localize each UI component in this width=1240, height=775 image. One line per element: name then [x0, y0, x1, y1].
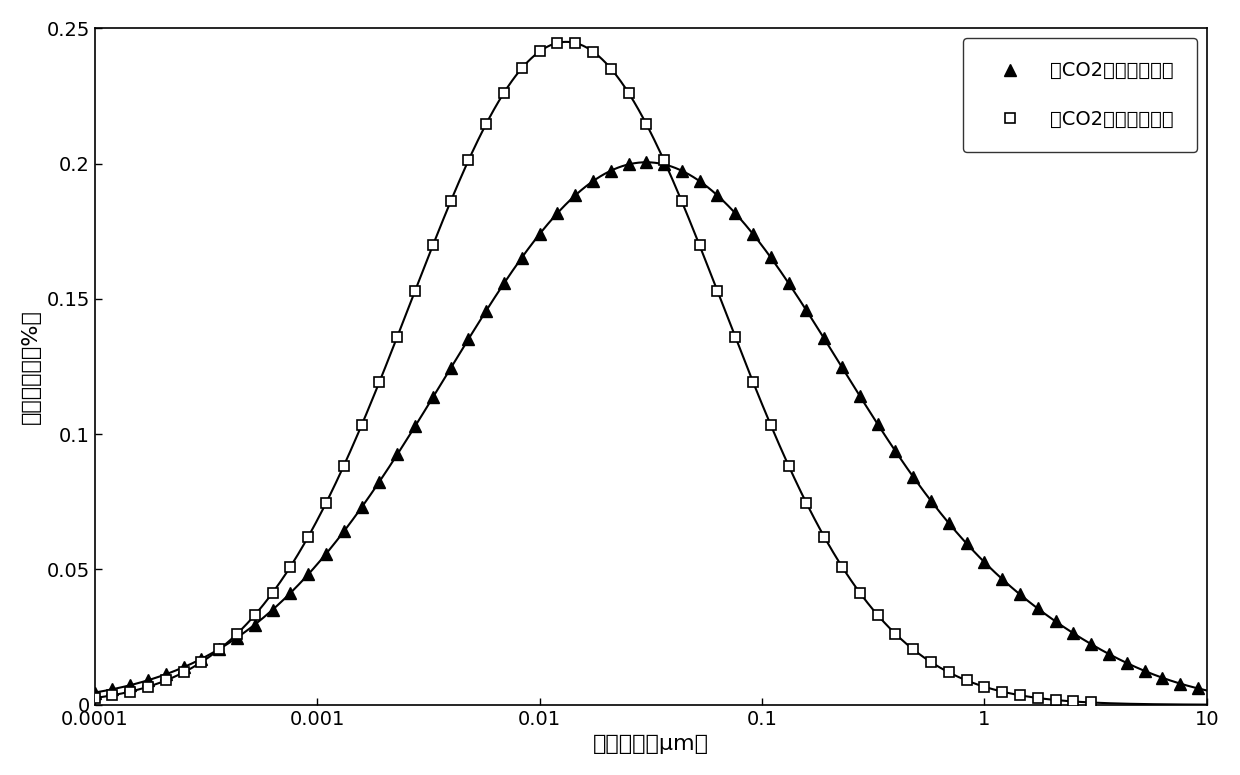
Legend: 注CO2前（离心前）, 注CO2后（离心前）: 注CO2前（离心前）, 注CO2后（离心前）: [962, 38, 1197, 152]
Line: 注CO2前（离心前）: 注CO2前（离心前）: [89, 157, 1204, 698]
注CO2后（离心前）: [140, 682, 155, 691]
注CO2后（离心前）: [123, 687, 138, 696]
注CO2后（离心前）: [87, 694, 102, 703]
注CO2后（离心前）: [355, 420, 370, 429]
注CO2前（离心前）: [87, 688, 102, 698]
注CO2后（离心前）: [551, 38, 565, 47]
Y-axis label: 孔隙度分量（%）: 孔隙度分量（%）: [21, 309, 41, 424]
Line: 注CO2后（离心前）: 注CO2后（离心前）: [89, 38, 1096, 708]
注CO2前（离心前）: [604, 166, 619, 175]
注CO2前（离心前）: [870, 419, 885, 429]
注CO2后（离心前）: [515, 64, 529, 73]
注CO2前（离心前）: [639, 157, 653, 167]
注CO2前（离心前）: [425, 393, 440, 402]
注CO2后（离心前）: [781, 461, 796, 470]
注CO2前（离心前）: [1190, 684, 1205, 693]
X-axis label: 孔喉半径（μm）: 孔喉半径（μm）: [593, 734, 709, 754]
注CO2前（离心前）: [1173, 679, 1188, 688]
注CO2后（离心前）: [1084, 698, 1099, 707]
注CO2前（离心前）: [656, 160, 671, 169]
注CO2后（离心前）: [799, 498, 813, 508]
注CO2前（离心前）: [389, 449, 404, 459]
